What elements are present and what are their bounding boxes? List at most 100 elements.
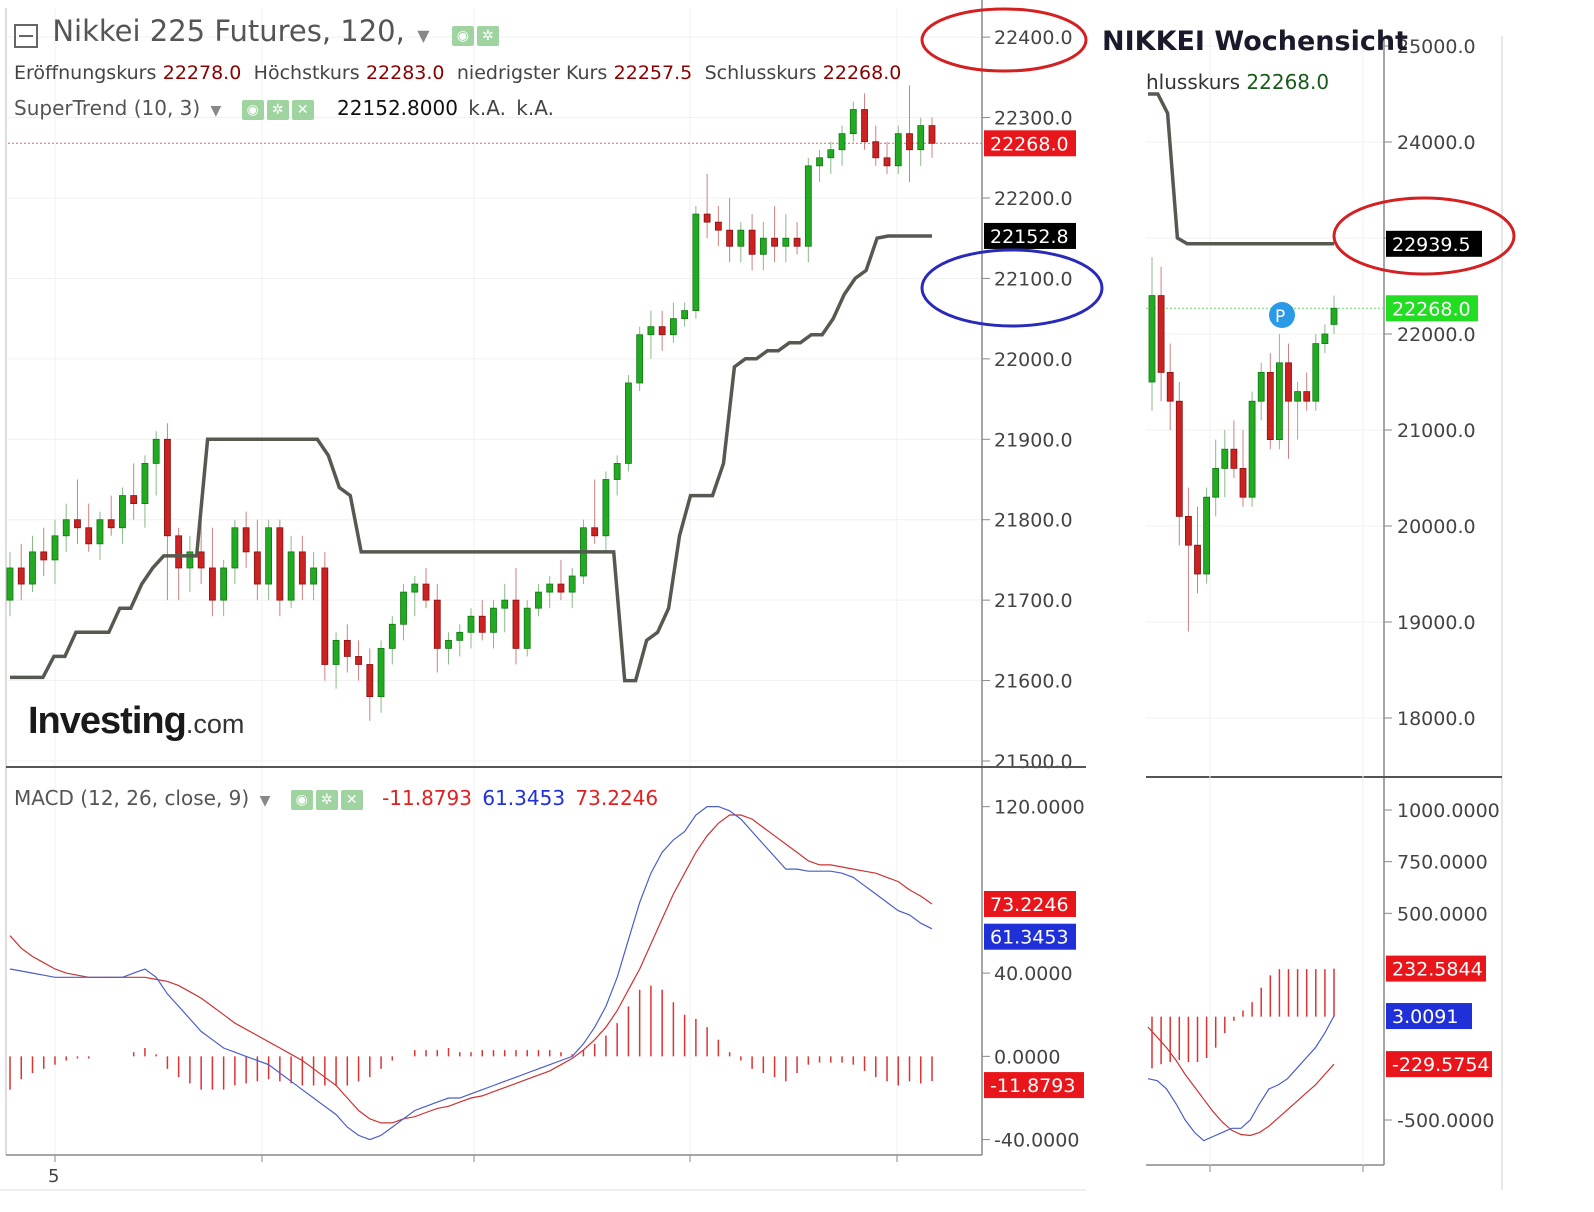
candle-body: [85, 527, 93, 545]
watermark-main: Investing: [28, 700, 187, 742]
weekly-close-line: hlusskurs 22268.0: [1146, 70, 1329, 94]
weekly-macd-signal-line: [1147, 1026, 1335, 1137]
candle-body: [703, 213, 711, 223]
weekly-last-price-tag: 22268.0: [1392, 298, 1471, 320]
gear-icon[interactable]: ✲: [266, 99, 289, 120]
close-icon[interactable]: ✕: [340, 789, 363, 810]
chevron-down-icon[interactable]: ▼: [417, 26, 430, 45]
weekly-tick-label: 25000.0: [1397, 36, 1476, 58]
supertrend-line: [10, 234, 932, 683]
weekly-marker-circle: [1269, 302, 1295, 328]
candle-body: [411, 583, 419, 593]
weekly-candle-body: [1221, 448, 1229, 469]
candle-body: [433, 599, 441, 649]
supertrend-tag-bg: [984, 222, 1076, 249]
open-label: Eröffnungskurs: [14, 62, 157, 84]
weekly-macd-tick-label: 1000.0000: [1397, 800, 1500, 822]
y-tick-label: 22100.0: [994, 268, 1073, 290]
weekly-title: NIKKEI Wochensicht: [1102, 26, 1408, 57]
candle-body: [310, 567, 317, 585]
candle-body: [613, 463, 621, 480]
weekly-candle-body: [1157, 295, 1165, 373]
collapse-icon[interactable]: [14, 23, 38, 48]
eye-icon[interactable]: ◉: [290, 789, 313, 810]
candle-body: [62, 519, 70, 537]
last-price-tag-bg: [984, 130, 1076, 157]
weekly-macd-signal-tag: -229.5754: [1392, 1054, 1490, 1076]
macd-tick-label: -40.0000: [994, 1130, 1079, 1152]
candle-body: [208, 567, 216, 601]
weekly-candle-body: [1175, 400, 1183, 517]
candle-body: [849, 109, 857, 135]
candle-body: [253, 551, 261, 585]
weekly-supertrend-tag-bg: [1386, 230, 1482, 257]
weekly-macd-hist-tag: 232.5844: [1392, 959, 1483, 981]
macd-tick-label: 0.0000: [994, 1046, 1060, 1068]
candle-body: [625, 382, 632, 464]
chevron-down-icon[interactable]: ▼: [259, 793, 271, 809]
candle-body: [759, 237, 767, 255]
weekly-macd-tick-label: 500.0000: [1397, 903, 1488, 925]
supertrend-extra2: k.A.: [516, 96, 554, 120]
candle-body: [130, 495, 138, 505]
candle-body: [917, 125, 925, 151]
candle-body: [366, 664, 374, 698]
candle-body: [343, 639, 351, 657]
close-value: 22268.0: [822, 62, 902, 84]
weekly-supertrend-tag: 22939.5: [1392, 234, 1471, 256]
y-tick-label: 22300.0: [994, 108, 1073, 130]
candle-body: [422, 583, 430, 601]
candle-body: [669, 318, 677, 336]
candle-body: [658, 326, 666, 336]
candle-body: [220, 567, 228, 601]
macd-line: [9, 806, 933, 1141]
candle-body: [748, 229, 756, 255]
candle-body: [557, 583, 565, 593]
y-tick-label: 22400.0: [994, 27, 1073, 49]
candle-body: [164, 438, 171, 537]
weekly-candle-body: [1294, 391, 1301, 402]
candle-body: [793, 237, 801, 247]
open-value: 22278.0: [162, 62, 242, 84]
candle-body: [681, 310, 689, 320]
weekly-candle-body: [1321, 333, 1329, 344]
gear-icon[interactable]: ✲: [476, 25, 499, 46]
supertrend-extra1: k.A.: [468, 96, 506, 120]
candle-body: [546, 583, 554, 593]
candle-body: [74, 519, 81, 529]
eye-icon[interactable]: ◉: [241, 99, 264, 120]
weekly-tick-label: 18000.0: [1397, 708, 1476, 730]
chevron-down-icon[interactable]: ▼: [210, 103, 222, 119]
annotation-circle-red: [920, 7, 1088, 73]
eye-icon[interactable]: ◉: [451, 25, 474, 46]
weekly-candle-body: [1166, 371, 1174, 402]
candle-body: [535, 591, 542, 609]
macd-hist-tag-bg: [984, 1072, 1084, 1099]
weekly-annotation-circle: [1332, 196, 1516, 276]
candle-body: [490, 607, 497, 633]
last-price-tag: 22268.0: [990, 133, 1069, 155]
candle-body: [231, 527, 239, 569]
candle-body: [478, 615, 486, 633]
candle-body: [928, 125, 936, 144]
candle-body: [714, 221, 722, 231]
y-tick-label: 21600.0: [994, 671, 1073, 693]
weekly-candle-body: [1203, 496, 1210, 575]
low-label: niedrigster Kurs: [456, 62, 608, 84]
macd-value-3: 73.2246: [575, 786, 659, 810]
close-icon[interactable]: ✕: [291, 99, 314, 120]
weekly-macd-line: [1147, 1015, 1335, 1142]
macd-value-tag: 61.3453: [990, 927, 1069, 949]
weekly-macd-value-tag-bg: [1386, 1003, 1472, 1030]
y-tick-label: 21700.0: [994, 590, 1073, 612]
candle-body: [17, 567, 25, 585]
gear-icon[interactable]: ✲: [315, 789, 338, 810]
candle-body: [96, 519, 104, 545]
x-tick-label: 5: [48, 1166, 59, 1187]
macd-signal-tag-bg: [984, 890, 1076, 917]
candle-body: [906, 133, 913, 151]
weekly-macd-tick-label: -500.0000: [1397, 1110, 1495, 1132]
candle-body: [355, 656, 362, 665]
supertrend-name: SuperTrend (10, 3): [14, 96, 201, 120]
close-label: Schlusskurs: [704, 62, 817, 84]
